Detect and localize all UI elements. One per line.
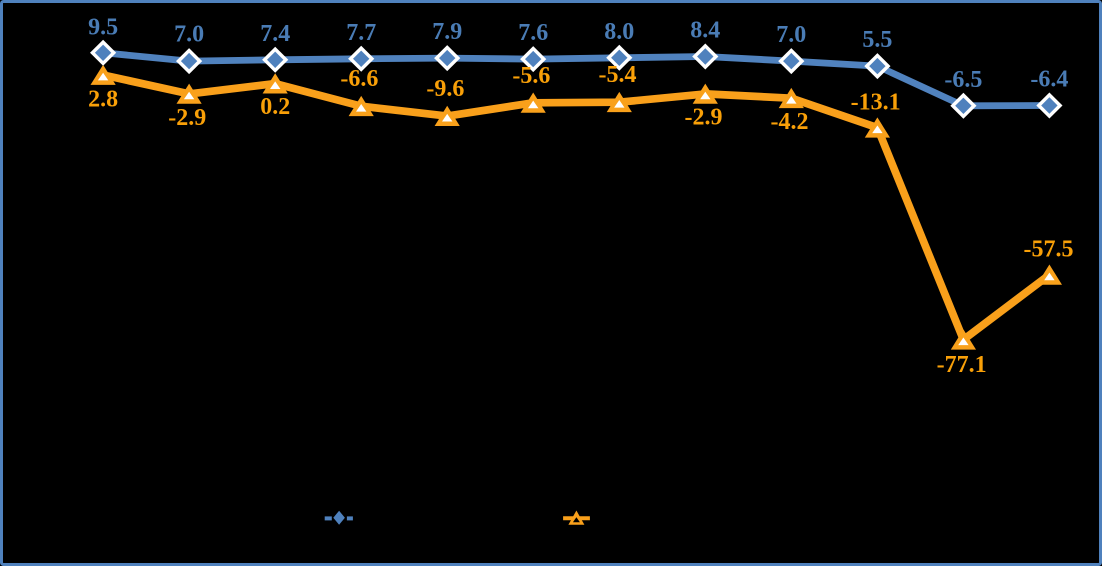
svg-text:-4.2: -4.2 (771, 109, 809, 135)
svg-text:-77.1: -77.1 (937, 352, 987, 378)
svg-text:-2.9: -2.9 (685, 104, 723, 130)
svg-text:7.0: 7.0 (776, 22, 806, 48)
svg-text:-5.4: -5.4 (599, 62, 637, 88)
svg-text:-6.4: -6.4 (1030, 67, 1068, 93)
svg-text:7.0: 7.0 (174, 21, 204, 47)
svg-text:-57.5: -57.5 (1024, 237, 1074, 263)
svg-text:-5.6: -5.6 (512, 63, 550, 89)
svg-text:7.4: 7.4 (260, 21, 290, 47)
svg-text:-2.9: -2.9 (168, 105, 206, 131)
svg-text:7.6: 7.6 (518, 20, 548, 46)
svg-text:-9.6: -9.6 (426, 76, 464, 102)
svg-text:-6.5: -6.5 (944, 67, 982, 93)
svg-text:9.5: 9.5 (88, 15, 118, 41)
svg-text:7.9: 7.9 (432, 19, 462, 45)
svg-text:0.2: 0.2 (260, 94, 290, 120)
svg-text:2.8: 2.8 (88, 86, 118, 112)
svg-text:7.7: 7.7 (346, 20, 376, 46)
svg-text:-13.1: -13.1 (851, 89, 901, 115)
svg-text:5.5: 5.5 (862, 27, 892, 53)
svg-text:8.4: 8.4 (690, 18, 720, 44)
svg-text:-6.6: -6.6 (340, 66, 378, 92)
svg-text:8.0: 8.0 (604, 19, 634, 45)
